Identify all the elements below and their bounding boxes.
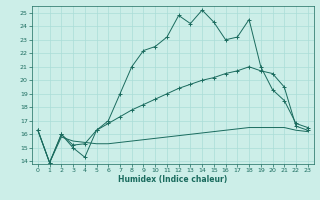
- X-axis label: Humidex (Indice chaleur): Humidex (Indice chaleur): [118, 175, 228, 184]
